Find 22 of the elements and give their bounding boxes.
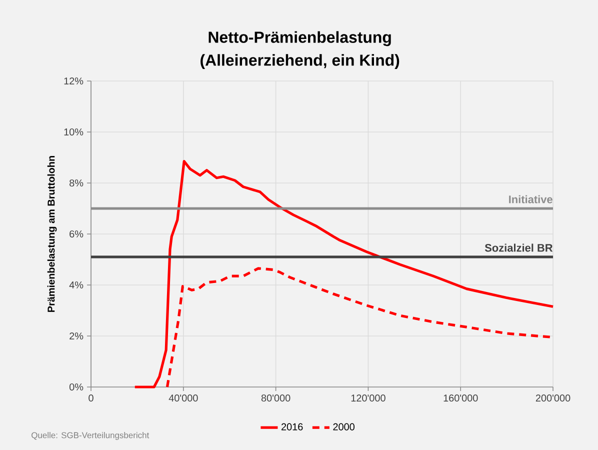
- source-note: Quelle: SGB-Verteilungsbericht: [32, 432, 150, 440]
- x-tick-label: 160'000: [444, 394, 478, 402]
- x-tick-label: 80'000: [261, 394, 290, 402]
- y-axis-title: Prämienbelastung am Bruttolohn: [47, 156, 57, 312]
- y-tick-label: 2%: [70, 332, 84, 340]
- ref-line-label: Initiative: [509, 195, 552, 204]
- line-series: [134, 160, 554, 388]
- chart-title: Netto-Prämienbelastung: [208, 31, 391, 46]
- ref-line-label: Sozialziel BR: [484, 244, 553, 252]
- y-tick-label: 6%: [70, 230, 84, 238]
- legend-label: 2016: [282, 423, 303, 430]
- y-tick-label: 4%: [69, 281, 84, 288]
- x-tick-label: 40'000: [168, 394, 198, 402]
- x-tick-label: 200'000: [536, 394, 570, 402]
- chart-subtitle: (Alleinerziehend, ein Kind): [200, 54, 400, 69]
- legend-label: 2000: [333, 423, 354, 430]
- x-tick-label: 120'000: [351, 394, 386, 402]
- y-tick-label: 10%: [64, 128, 84, 136]
- y-tick-label: 0%: [69, 383, 84, 391]
- x-tick-label: 0: [88, 394, 94, 402]
- y-tick-label: 8%: [70, 179, 84, 187]
- y-tick-label: 12%: [64, 77, 84, 84]
